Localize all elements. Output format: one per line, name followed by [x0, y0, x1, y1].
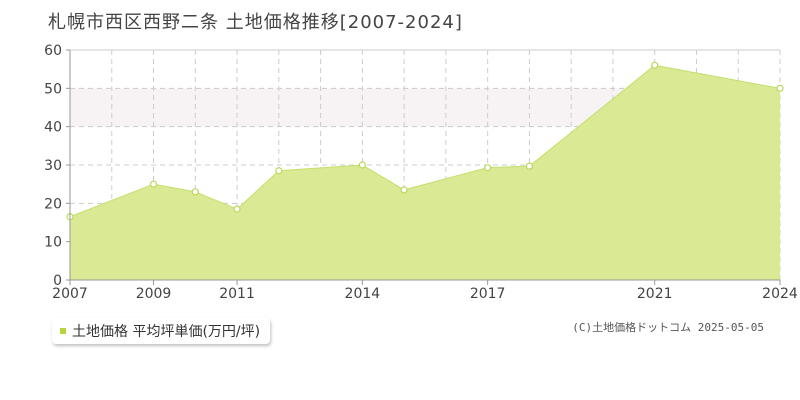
legend: 土地価格 平均坪単価(万円/坪)	[52, 318, 271, 344]
data-point	[484, 164, 492, 172]
y-tick-label: 0	[53, 273, 62, 289]
data-point	[525, 162, 534, 170]
axes	[66, 49, 781, 285]
data-point	[776, 84, 784, 92]
chart-title: 札幌市西区西野二条 土地価格推移[2007-2024]	[48, 12, 463, 33]
y-tick-label: 10	[44, 235, 62, 251]
x-tick-label: 2021	[637, 286, 673, 302]
data-point	[233, 205, 241, 213]
data-point	[149, 180, 158, 188]
x-tick-label: 2017	[470, 286, 506, 302]
copyright-text: (C)土地価格ドットコム 2025-05-05	[572, 321, 764, 334]
data-point	[191, 188, 199, 196]
y-tick-label: 20	[44, 196, 62, 212]
y-tick-label: 50	[44, 81, 62, 97]
y-tick-label: 40	[44, 120, 62, 136]
data-point	[651, 61, 659, 69]
series-area	[66, 61, 784, 280]
series-area-fill	[70, 65, 780, 280]
x-tick-label: 2009	[136, 286, 172, 302]
x-tick-label: 2014	[345, 286, 381, 302]
data-point	[400, 186, 408, 194]
x-tick-label: 2024	[762, 286, 798, 302]
y-tick-label: 60	[44, 43, 62, 59]
y-tick-label: 30	[44, 158, 62, 174]
x-tick-label: 2007	[52, 286, 88, 302]
data-point	[275, 167, 283, 175]
data-point	[358, 161, 366, 169]
x-tick-label: 2011	[219, 286, 255, 302]
legend-swatch	[60, 328, 66, 334]
tick-labels: 0 10 20 30 40 50 60 2007 2009 2011 2014 2017 2021 202…	[44, 43, 798, 302]
legend-label: 土地価格 平均坪単価(万円/坪)	[72, 324, 261, 340]
